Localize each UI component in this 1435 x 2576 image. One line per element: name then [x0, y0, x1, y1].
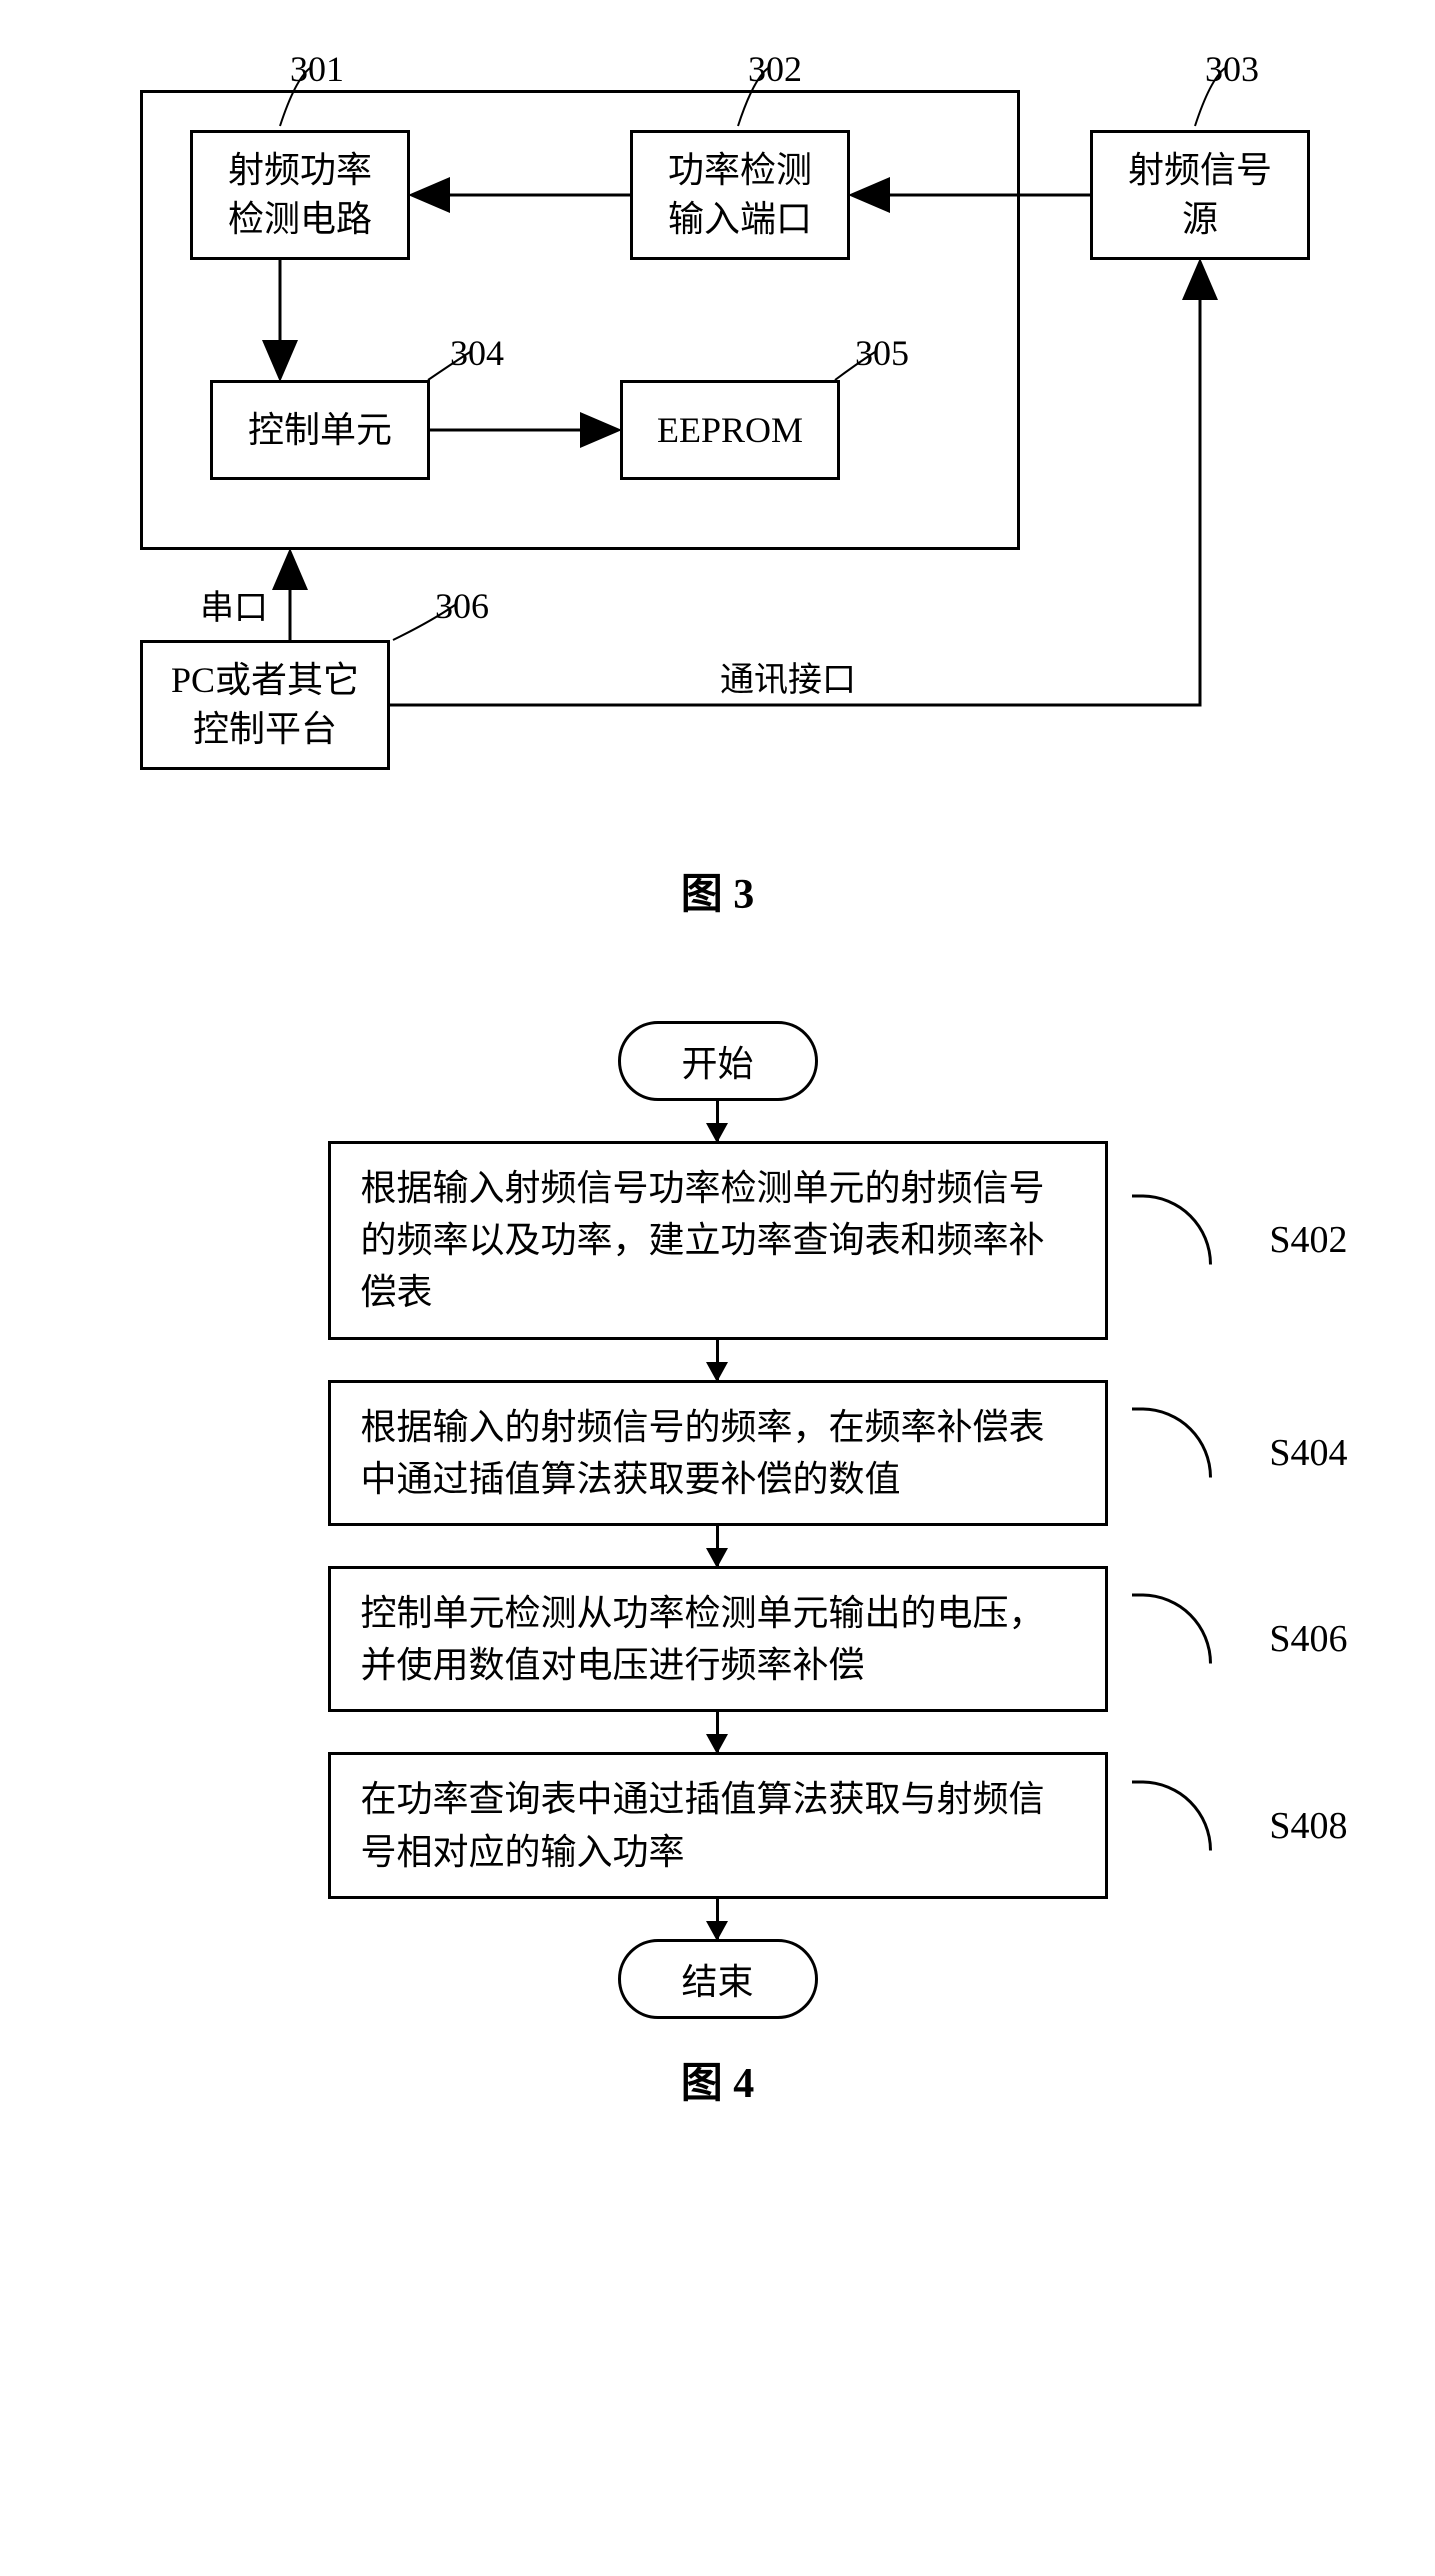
- arrow-icon: [716, 1712, 719, 1752]
- step-id-label: S404: [1269, 1431, 1347, 1475]
- node-pc-or-other-platform: PC或者其它 控制平台: [140, 640, 390, 770]
- flowchart-end: 结束: [618, 1939, 818, 2019]
- ref-num-301: 301: [290, 48, 344, 90]
- flowchart-step-row: 控制单元检测从功率检测单元输出的电压，并使用数值对电压进行频率补偿S406: [218, 1566, 1218, 1712]
- edge-label-comm-port: 通讯接口: [720, 652, 856, 701]
- node-power-detect-input-port: 功率检测 输入端口: [630, 130, 850, 260]
- node-eeprom: EEPROM: [620, 380, 840, 480]
- node-rf-signal-source: 射频信号 源: [1090, 130, 1310, 260]
- step-id-label: S406: [1269, 1617, 1347, 1661]
- flowchart-step-row: 在功率查询表中通过插值算法获取与射频信号相对应的输入功率S408: [218, 1752, 1218, 1898]
- step-id-label: S402: [1269, 1218, 1347, 1262]
- flowchart-step: 根据输入的射频信号的频率，在频率补偿表中通过插值算法获取要补偿的数值: [328, 1380, 1108, 1526]
- flowchart-step-row: 根据输入射频信号功率检测单元的射频信号的频率以及功率，建立功率查询表和频率补偿表…: [218, 1141, 1218, 1340]
- ref-num-306: 306: [435, 585, 489, 627]
- edge-label-serial: 串口: [200, 580, 268, 629]
- leader-line: [1132, 1780, 1212, 1850]
- ref-num-305: 305: [855, 332, 909, 374]
- figure-4-flowchart: 开始 根据输入射频信号功率检测单元的射频信号的频率以及功率，建立功率查询表和频率…: [218, 1021, 1218, 2019]
- flowchart-step: 根据输入射频信号功率检测单元的射频信号的频率以及功率，建立功率查询表和频率补偿表: [328, 1141, 1108, 1340]
- node-control-unit: 控制单元: [210, 380, 430, 480]
- flowchart-step: 在功率查询表中通过插值算法获取与射频信号相对应的输入功率: [328, 1752, 1108, 1898]
- arrow-icon: [716, 1526, 719, 1566]
- figure-3-caption: 图 3: [100, 860, 1335, 921]
- ref-num-303: 303: [1205, 48, 1259, 90]
- leader-line: [1132, 1195, 1212, 1265]
- node-rf-power-detect-circuit: 射频功率 检测电路: [190, 130, 410, 260]
- arrow-icon: [716, 1101, 719, 1141]
- step-id-label: S408: [1269, 1804, 1347, 1848]
- ref-num-304: 304: [450, 332, 504, 374]
- leader-line: [1132, 1407, 1212, 1477]
- flowchart-step: 控制单元检测从功率检测单元输出的电压，并使用数值对电压进行频率补偿: [328, 1566, 1108, 1712]
- arrow-icon: [716, 1340, 719, 1380]
- figure-3-block-diagram: 射频功率 检测电路 功率检测 输入端口 射频信号 源 控制单元 EEPROM P…: [100, 40, 1335, 800]
- ref-num-302: 302: [748, 48, 802, 90]
- figure-4-caption: 图 4: [100, 2049, 1335, 2110]
- flowchart-step-row: 根据输入的射频信号的频率，在频率补偿表中通过插值算法获取要补偿的数值S404: [218, 1380, 1218, 1526]
- flowchart-start: 开始: [618, 1021, 818, 1101]
- arrow-icon: [716, 1899, 719, 1939]
- leader-line: [1132, 1594, 1212, 1664]
